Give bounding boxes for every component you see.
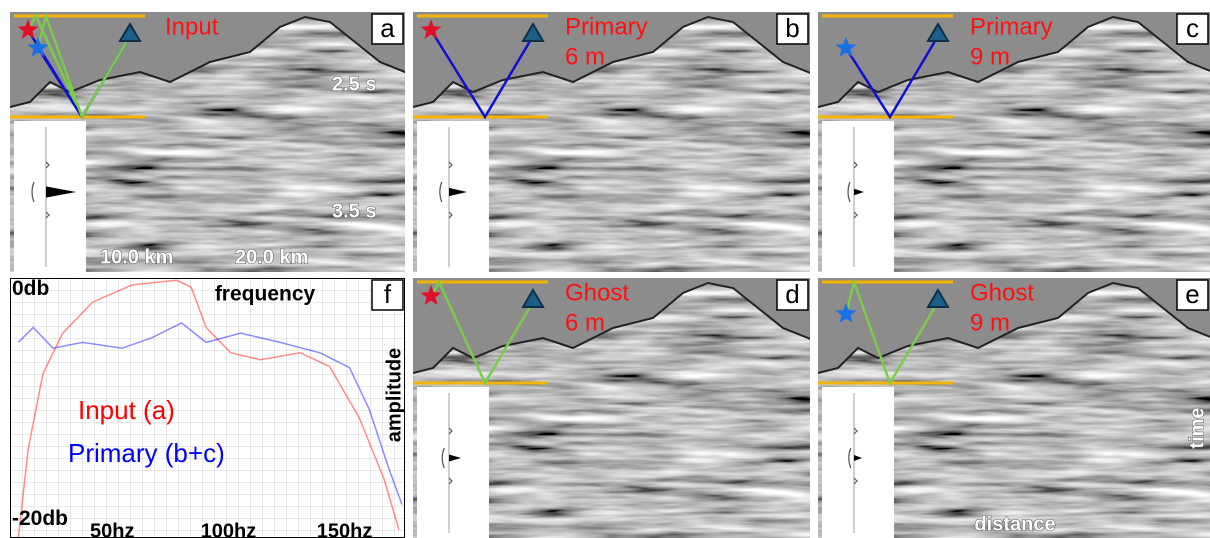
grid — [10, 278, 405, 538]
distance-label: 20.0 km — [235, 246, 308, 268]
panel-label: 6 m — [565, 309, 605, 336]
seismic-panel: a Input 2.5 s 3.5 s 10.0 km 20.0 km — [10, 12, 410, 272]
distance-label: 10.0 km — [100, 246, 173, 268]
legend-entry: Primary (b+c) — [68, 438, 225, 468]
panel-label: 6 m — [565, 43, 605, 70]
seismic-panel: d Ghost 6 m — [413, 278, 813, 538]
panel-letter: f — [384, 279, 392, 309]
panel-letter: b — [785, 13, 799, 43]
panel-label: Ghost — [970, 279, 1034, 306]
figure: a Input 2.5 s 3.5 s 10.0 km 20.0 km b Primary 6 … — [0, 0, 1210, 538]
x-tick-label: 50hz — [90, 520, 134, 538]
time-label: 2.5 s — [332, 73, 376, 95]
x-axis-title: frequency — [215, 283, 316, 306]
wavelet-box — [822, 121, 894, 272]
legend-entry: Input (a) — [78, 395, 175, 425]
wavelet-box — [822, 387, 894, 538]
panel-letter: c — [1186, 13, 1199, 43]
x-tick-label: 100hz — [201, 520, 257, 538]
y-tick-label: 0db — [12, 277, 49, 300]
y-axis-title: amplitude — [383, 348, 405, 442]
seismic-panel: c Primary 9 m — [818, 12, 1210, 272]
panel-label: Input — [165, 13, 219, 40]
spectrum-panel: Input (a) Primary (b+c) 50hz 100hz 150hz 0db -… — [10, 277, 405, 538]
panel-letter: d — [785, 279, 799, 309]
panel-label: Primary — [565, 13, 648, 40]
panel-label: Primary — [970, 13, 1053, 40]
panel-letter: a — [380, 13, 395, 43]
panel-label: Ghost — [565, 279, 629, 306]
panel-label: 9 m — [970, 43, 1010, 70]
y-tick-label: -20db — [12, 507, 68, 530]
seismic-panel: b Primary 6 m — [413, 12, 813, 272]
wavelet-box — [417, 387, 489, 538]
page: a Input 2.5 s 3.5 s 10.0 km 20.0 km b Primary 6 … — [0, 0, 1210, 538]
distance-axis-label: distance — [974, 513, 1055, 535]
x-tick-label: 150hz — [317, 520, 373, 538]
seismic-panel: e Ghost 9 m time distance — [818, 278, 1210, 538]
panel-label: 9 m — [970, 309, 1010, 336]
panel-letter: e — [1185, 279, 1199, 309]
wavelet-box — [417, 121, 489, 272]
time-label: 3.5 s — [332, 200, 376, 222]
time-axis-label: time — [1186, 407, 1208, 448]
